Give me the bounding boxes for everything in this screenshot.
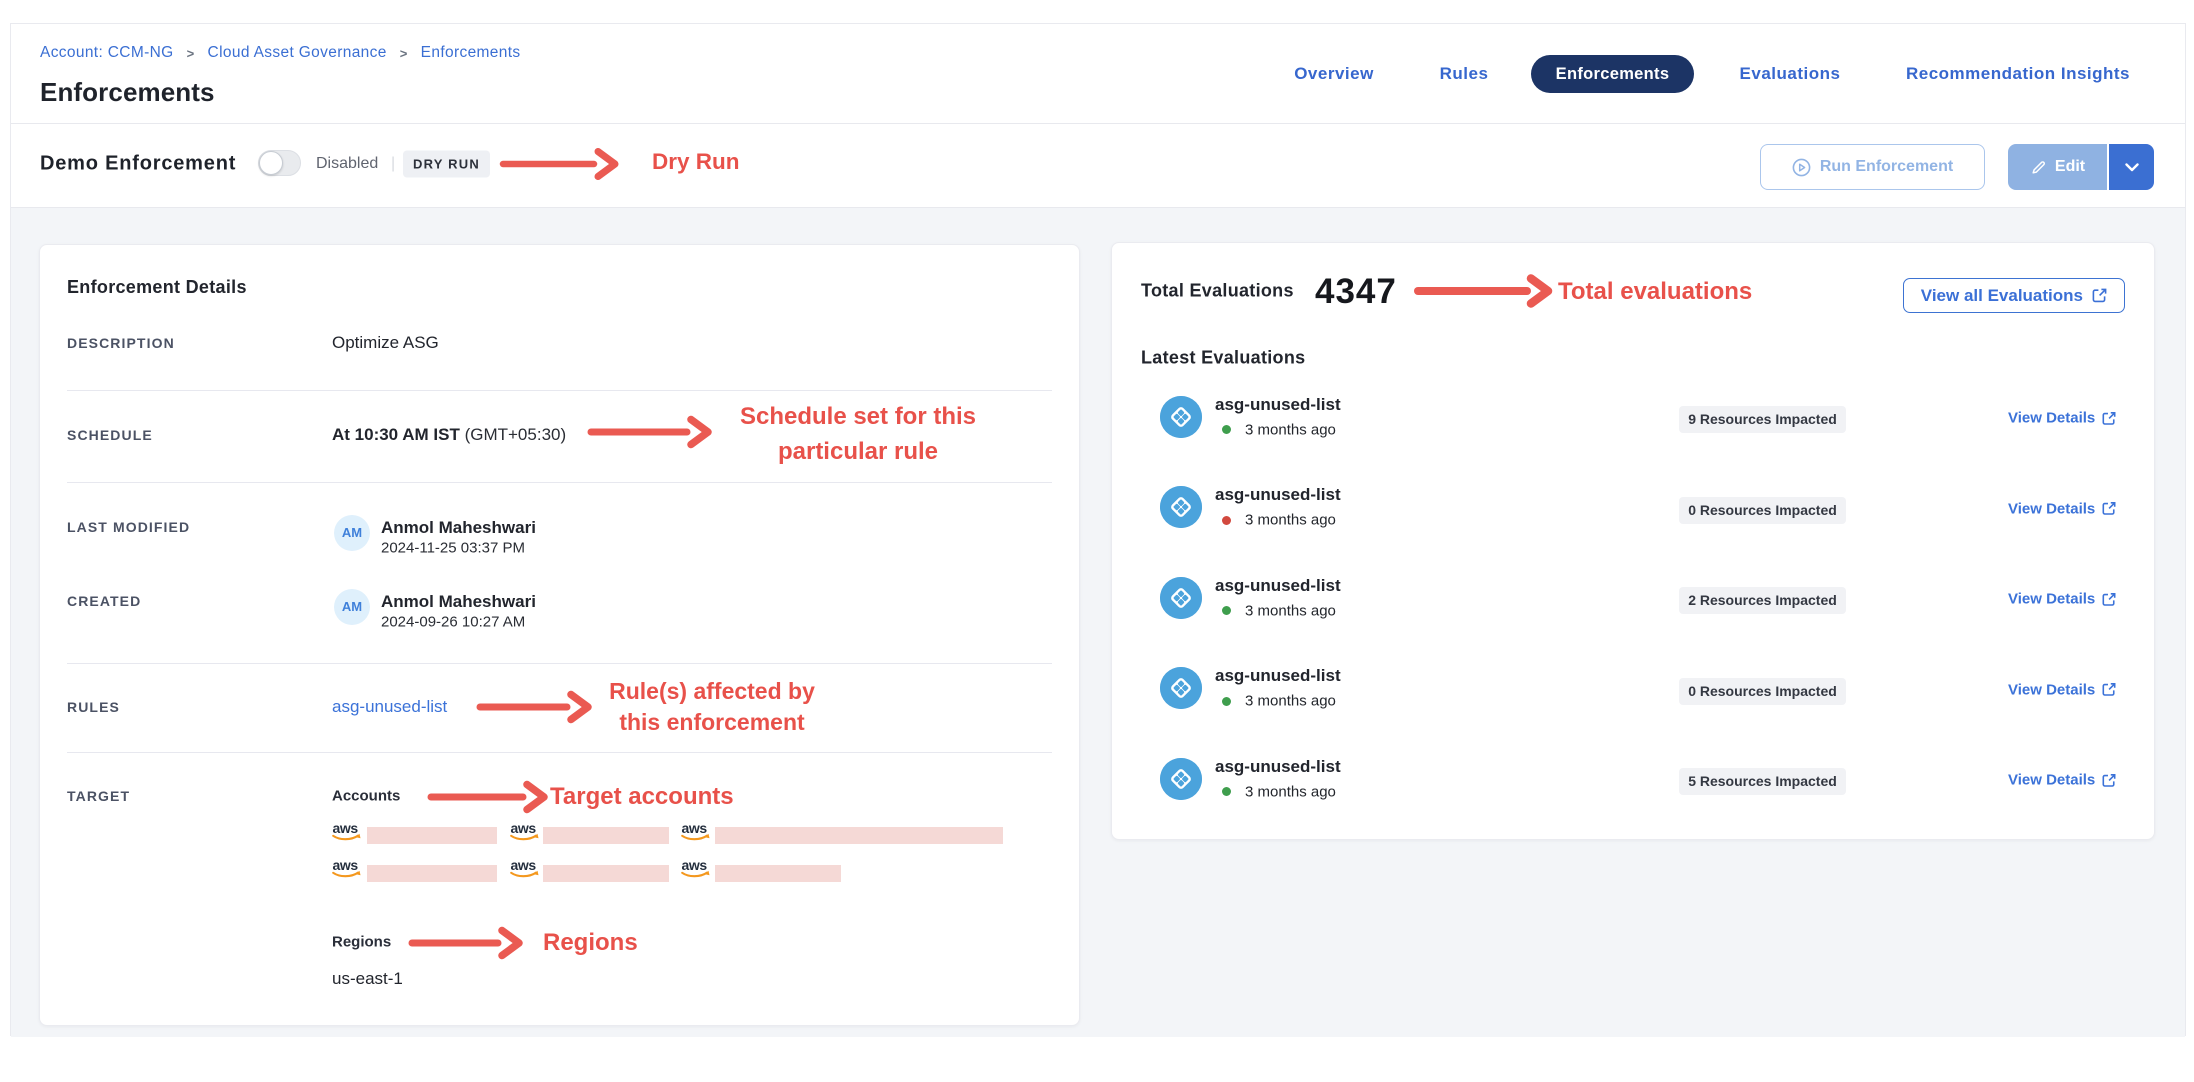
svg-text:aws: aws	[682, 822, 708, 836]
svg-text:aws: aws	[333, 859, 359, 873]
svg-text:aws: aws	[511, 859, 537, 873]
svg-text:aws: aws	[333, 822, 359, 836]
svg-text:aws: aws	[511, 822, 537, 836]
svg-text:aws: aws	[682, 859, 708, 873]
